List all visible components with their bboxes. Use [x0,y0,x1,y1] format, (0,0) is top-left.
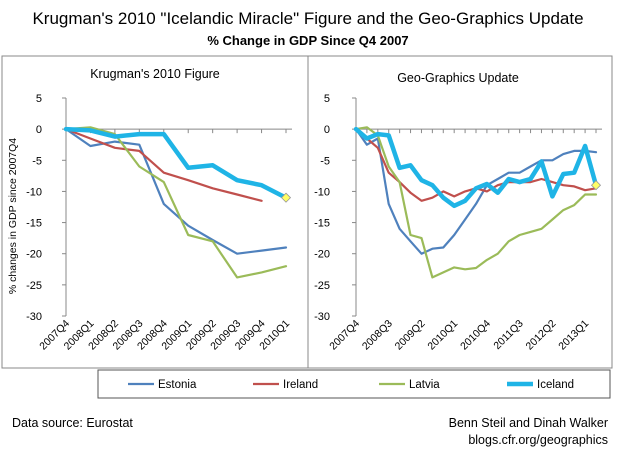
left-iceland-endpoint-marker [280,192,292,203]
figure-title: Krugman's 2010 "Icelandic Miracle" Figur… [32,9,583,28]
right-plot: 50-5-10-15-20-25-302007Q42008Q32009Q2201… [314,93,602,353]
legend-label-iceland: Iceland [537,379,574,391]
left-y-tick-label: 5 [36,93,42,105]
right-y-tick-label: -25 [314,280,330,292]
right-x-tick-label: 2009Q2 [393,318,428,353]
left-y-tick-label: 0 [36,124,42,136]
credit-url: blogs.cfr.org/geographics [468,433,608,447]
right-series-estonia-line [354,128,598,255]
right-series-iceland-line [353,126,599,209]
left-y-tick-label: -30 [26,311,42,323]
right-y-tick-label: 5 [324,93,330,105]
left-y-tick-label: -20 [26,249,42,261]
legend-label-estonia: Estonia [158,379,197,391]
left-series-latvia-line [64,126,288,279]
right-x-tick-label: 2011Q3 [491,318,525,352]
right-series-latvia-line [354,126,598,279]
left-series-iceland-line [63,126,289,200]
right-x-tick-label: 2008Q3 [360,318,395,353]
data-source: Data source: Eurostat [12,416,133,430]
left-y-tick-label: -5 [32,155,42,167]
left-y-tick-label: -25 [26,280,42,292]
legend-label-ireland: Ireland [283,379,318,391]
right-y-tick-label: -30 [314,311,330,323]
left-series-ireland-line [64,128,263,202]
right-y-tick-label: -15 [314,218,330,230]
legend: Estonia Ireland Latvia Iceland [128,379,574,391]
right-x-tick-label: 2010Q4 [458,318,493,353]
left-chart-title: Krugman's 2010 Figure [90,67,220,81]
right-x-tick-label: 2007Q4 [327,318,362,353]
right-y-tick-label: -5 [320,155,330,167]
right-chart-title: Geo-Graphics Update [397,71,519,85]
right-panel-frame [307,55,613,369]
right-x-tick-label: 2012Q2 [524,318,559,353]
right-y-tick-label: -10 [314,186,330,198]
right-x-tick-label: 2010Q1 [425,318,460,353]
right-x-tick-label: 2013Q1 [556,318,591,353]
figure-subtitle: % Change in GDP Since Q4 2007 [207,33,408,48]
left-y-axis-label: % changes in GDP since 2007Q4 [7,138,19,294]
left-plot: 50-5-10-15-20-25-302007Q42008Q12008Q2200… [26,93,292,353]
legend-label-latvia: Latvia [409,379,440,391]
left-y-tick-label: -15 [26,218,42,230]
left-y-tick-label: -10 [26,186,42,198]
right-y-tick-label: -20 [314,249,330,261]
right-y-tick-label: 0 [324,124,330,136]
credit-authors: Benn Steil and Dinah Walker [449,416,608,430]
right-iceland-endpoint-marker [590,180,602,191]
